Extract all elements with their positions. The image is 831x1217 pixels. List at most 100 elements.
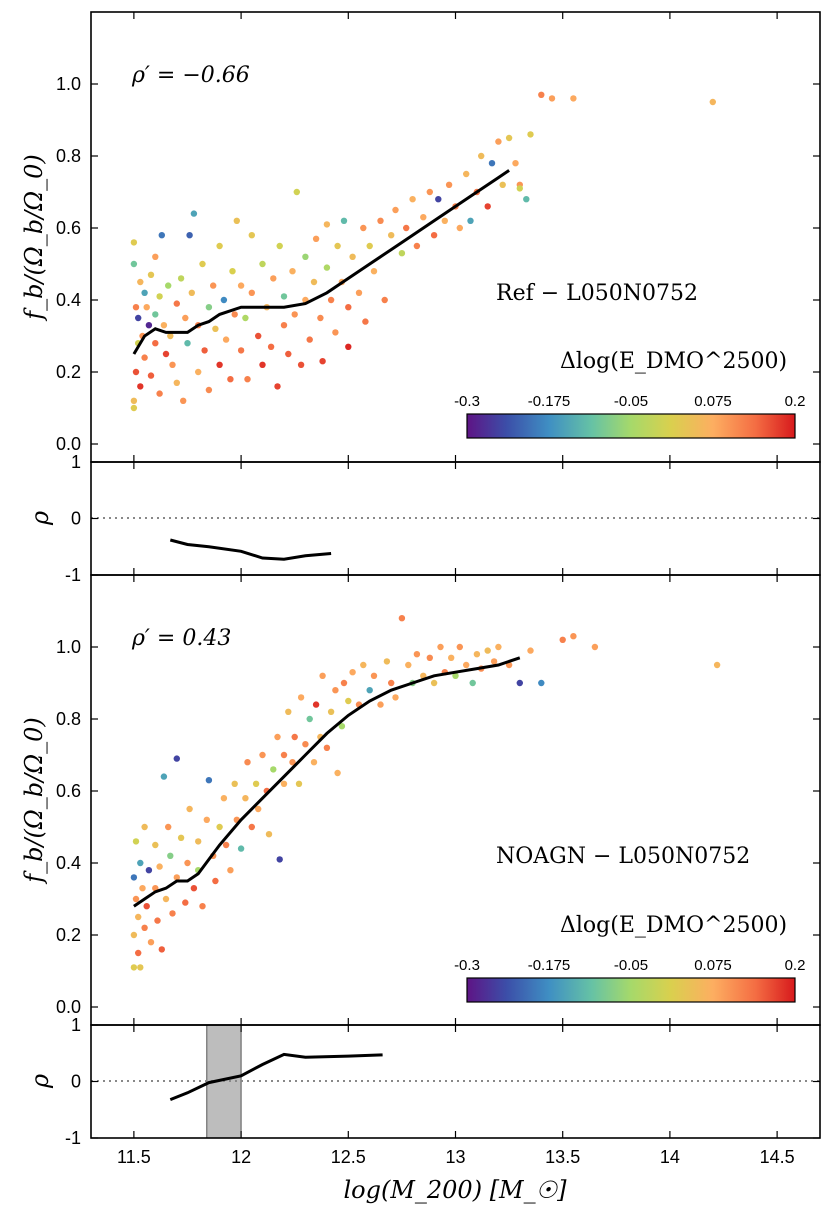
ref-point [237, 347, 245, 354]
noagn-point [312, 701, 320, 708]
noagn-point [186, 805, 193, 813]
noagn-point [469, 679, 476, 687]
noagn-colorbar-tick: -0.3 [454, 957, 480, 974]
ref-ytick-label: 1.0 [56, 74, 81, 94]
noagn-point [244, 759, 251, 766]
ref-point [709, 98, 716, 106]
ref-colorbar-tick: -0.3 [454, 393, 480, 410]
noagn-point [130, 964, 138, 971]
ref-point [242, 314, 249, 322]
ref-point [201, 347, 208, 354]
ref-point [135, 314, 142, 322]
noagn-point [203, 816, 210, 823]
ref-point [413, 242, 421, 250]
ref-point [156, 293, 163, 300]
noagn-point [452, 672, 459, 679]
ref-point [360, 224, 367, 232]
noagn-point [323, 744, 331, 751]
ref-point [398, 250, 406, 257]
ref-point [499, 181, 506, 188]
ref-point [293, 188, 300, 196]
noagn-point [463, 661, 470, 669]
ref-point [216, 361, 223, 368]
noagn-point [490, 658, 498, 665]
noagn-point [559, 636, 566, 643]
ref-point [205, 386, 213, 394]
ref-sim-label: Ref − L050N0752 [496, 281, 698, 306]
noagn-point [338, 723, 346, 730]
noagn-point [340, 679, 348, 687]
ref-point [441, 217, 448, 224]
noagn-point [310, 759, 318, 766]
ref-point [527, 131, 534, 138]
noagn-point [162, 895, 170, 903]
ref-ytick-label: 0.0 [56, 434, 81, 454]
ref-point [182, 314, 189, 322]
ref-point [130, 239, 138, 246]
x-axis-label: log(M_200) [M_☉] [343, 1176, 567, 1204]
noagn-point [160, 773, 168, 780]
ref-point [538, 91, 545, 99]
ref-point [141, 289, 148, 296]
ref-point [274, 383, 281, 390]
noagn-colorbar-tick: -0.175 [528, 957, 571, 974]
ref-point [381, 296, 388, 304]
noagn-ytick-label: 1.0 [56, 637, 81, 657]
noagn-point [392, 694, 399, 701]
ref-point [169, 361, 176, 368]
ref-colorbar-tick: 0.075 [694, 393, 732, 410]
ref-point [340, 217, 348, 224]
noagn-rho-ytick-label: -1 [65, 1128, 81, 1148]
ref-point [259, 260, 266, 268]
ref-rho-ylabel: ρ [26, 511, 54, 526]
noagn-ytick-label: 0.8 [56, 709, 81, 729]
xtick-label: 13 [445, 1147, 465, 1167]
noagn-point [165, 823, 172, 831]
ref-colorbar-tick: -0.175 [528, 393, 571, 410]
ref-rho-ytick-label: 0 [71, 509, 81, 529]
noagn-point [332, 687, 339, 694]
noagn-point [130, 931, 138, 939]
ref-point [484, 203, 491, 210]
noagn-point [132, 838, 140, 845]
xtick-label: 14 [660, 1147, 680, 1167]
noagn-point [173, 755, 180, 762]
ref-colorbar [466, 413, 796, 439]
ref-point [377, 217, 384, 224]
noagn-point [205, 777, 213, 784]
ref-point [237, 282, 245, 289]
ref-rho-ytick-label: 1 [71, 452, 81, 472]
ref-point [227, 376, 234, 383]
ref-point [327, 296, 335, 304]
noagn-point [360, 661, 367, 669]
xtick-label: 13.5 [545, 1147, 580, 1167]
ref-point [334, 242, 341, 250]
noagn-colorbar-tick: -0.05 [614, 957, 648, 974]
ref-point [220, 296, 228, 304]
noagn-point [334, 769, 341, 777]
ref-point [280, 322, 288, 329]
ref-point [478, 152, 485, 160]
noagn-point [242, 795, 249, 802]
ref-point [167, 332, 174, 340]
ref-point [152, 253, 159, 260]
noagn-point [473, 651, 481, 658]
noagn-point [199, 903, 206, 910]
ref-point [130, 260, 138, 268]
ref-point [505, 134, 513, 142]
noagn-point [222, 841, 230, 849]
ref-point [177, 275, 185, 282]
noagn-point [591, 643, 599, 651]
ref-point [512, 160, 519, 167]
ref-point [210, 282, 217, 289]
noagn-point [137, 964, 144, 971]
xtick-label: 12.5 [331, 1147, 366, 1167]
ref-point [173, 300, 180, 307]
noagn-point [370, 672, 378, 679]
ref-point [302, 253, 309, 260]
ref-point [132, 368, 140, 376]
noagn-point [141, 924, 148, 931]
ref-ytick-label: 0.2 [56, 362, 81, 382]
ref-point [362, 318, 369, 325]
ref-point [388, 232, 395, 239]
